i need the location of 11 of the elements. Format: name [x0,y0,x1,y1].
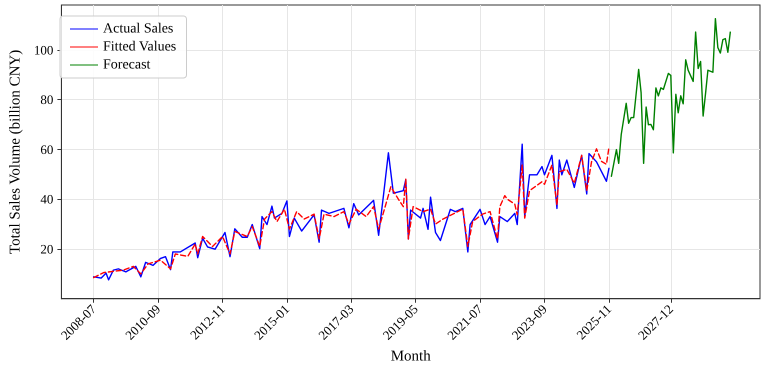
y-axis-title: Total Sales Volume (billion CNY) [8,50,24,254]
y-tick-label: 20 [40,241,54,256]
y-tick-label: 40 [40,192,54,207]
x-axis-title: Month [390,348,432,364]
y-tick-label: 60 [40,142,54,157]
legend-label: Fitted Values [103,40,176,54]
y-tick-label: 80 [40,92,54,108]
y-tick-label: 100 [34,42,54,58]
legend-label: Forecast [103,58,151,72]
legend-label: Actual Sales [103,22,174,36]
line-series [610,18,731,177]
